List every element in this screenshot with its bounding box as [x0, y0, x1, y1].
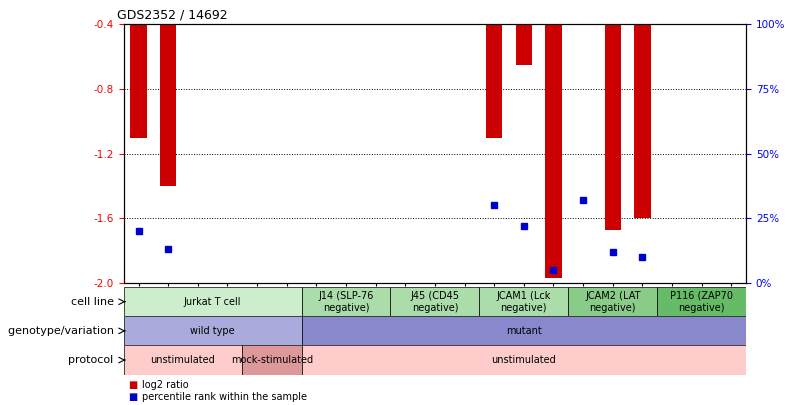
- Text: P116 (ZAP70
negative): P116 (ZAP70 negative): [670, 291, 733, 313]
- Text: percentile rank within the sample: percentile rank within the sample: [142, 392, 307, 403]
- Bar: [130, 24, 147, 138]
- Bar: [243, 345, 302, 375]
- Text: mock-stimulated: mock-stimulated: [231, 355, 313, 365]
- Bar: [658, 287, 746, 316]
- Bar: [302, 316, 746, 345]
- Bar: [390, 287, 480, 316]
- Text: J45 (CD45
negative): J45 (CD45 negative): [410, 291, 460, 313]
- Bar: [160, 24, 176, 186]
- Bar: [634, 24, 650, 218]
- Text: ■: ■: [128, 380, 137, 390]
- Bar: [302, 345, 746, 375]
- Text: unstimulated: unstimulated: [492, 355, 556, 365]
- Text: unstimulated: unstimulated: [151, 355, 215, 365]
- Bar: [302, 287, 390, 316]
- Bar: [568, 287, 658, 316]
- Text: ■: ■: [128, 392, 137, 403]
- Text: protocol: protocol: [69, 355, 120, 365]
- Text: Jurkat T cell: Jurkat T cell: [184, 297, 241, 307]
- Text: genotype/variation: genotype/variation: [7, 326, 120, 336]
- Text: wild type: wild type: [190, 326, 235, 336]
- Bar: [124, 316, 302, 345]
- Text: cell line: cell line: [70, 297, 120, 307]
- Text: JCAM1 (Lck
negative): JCAM1 (Lck negative): [496, 291, 551, 313]
- Bar: [605, 24, 621, 230]
- Text: J14 (SLP-76
negative): J14 (SLP-76 negative): [318, 291, 373, 313]
- Bar: [545, 24, 562, 278]
- Bar: [516, 24, 532, 65]
- Bar: [124, 287, 302, 316]
- Bar: [486, 24, 503, 138]
- Text: JCAM2 (LAT
negative): JCAM2 (LAT negative): [585, 291, 641, 313]
- Text: mutant: mutant: [506, 326, 542, 336]
- Bar: [480, 287, 568, 316]
- Text: GDS2352 / 14692: GDS2352 / 14692: [117, 9, 228, 22]
- Text: log2 ratio: log2 ratio: [142, 380, 188, 390]
- Bar: [124, 345, 243, 375]
